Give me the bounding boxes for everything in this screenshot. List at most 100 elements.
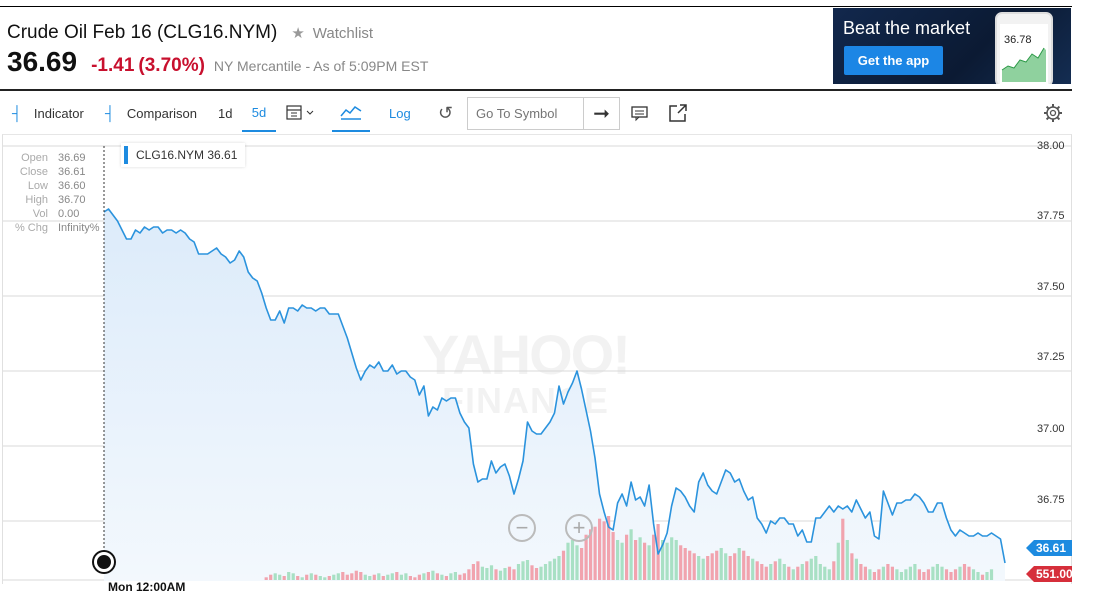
volume-bar [336,573,340,580]
undo-icon[interactable]: ↺ [438,102,454,123]
series-legend[interactable]: CLG16.NYM 36.61 [121,143,246,167]
watchlist-label: Watchlist [312,24,374,42]
comment-button[interactable] [630,94,650,132]
volume-bar [922,572,926,580]
volume-bar [305,574,309,580]
volume-bar [751,558,755,580]
volume-bar [570,540,575,580]
volume-bar [377,573,381,580]
ohlc-close: Close 36.61 [19,166,86,178]
volume-bar [453,572,457,580]
ad-title: Beat the market [843,18,971,38]
volume-bar [877,569,881,580]
volume-bar [787,566,791,580]
volume-bar [917,569,921,580]
settings-button[interactable] [1043,94,1063,132]
volume-bar [890,566,894,580]
zoom-in-button[interactable]: + [565,514,593,542]
plus-icon: ┤ [12,105,22,121]
indicator-button[interactable]: ┤ Indicator [12,94,84,132]
y-tick-label: 37.50 [1037,281,1065,293]
log-scale-button[interactable]: Log [389,105,411,121]
volume-bar [760,564,764,580]
volume-bar [913,564,917,580]
volume-bar [525,560,530,580]
price-row: 36.69 -1.41 (3.70%) NY Mercantile - As o… [7,46,428,78]
volume-bar [300,577,304,580]
volume-bar [949,572,953,580]
y-tick-label: 37.75 [1037,210,1065,222]
volume-bar [931,566,935,580]
volume-bar [881,566,885,580]
volume-bar [489,565,494,580]
share-button[interactable] [668,94,688,132]
volume-bar [674,540,678,580]
volume-bar [962,564,967,580]
legend-text: CLG16.NYM 36.61 [136,148,238,162]
volume-bar [701,558,705,580]
plus-icon: ┤ [105,105,115,121]
volume-bar [287,572,291,580]
volume-bar [908,566,912,580]
volume-bar [589,529,593,580]
volume-bar [688,550,692,580]
chart-toolbar: ┤ Indicator ┤ Comparison 1d 5d Log ↺ [0,94,1072,134]
comparison-label: Comparison [126,105,198,121]
volume-bar [958,566,962,580]
volume-bar [764,566,768,580]
range-5d-button[interactable]: 5d [242,94,276,132]
calendar-button[interactable] [286,94,316,132]
chart-area[interactable]: YAHOO! FINANCE Open 36.69 Close 36.61 Low 3… [0,134,1072,614]
app-ad-banner[interactable]: Beat the market Get the app 36.78 [833,8,1071,84]
volume-bar [629,529,633,580]
volume-bar [742,550,746,580]
volume-bar [697,556,701,580]
volume-bar [435,573,439,580]
volume-bar [796,566,800,580]
volume-bar [935,564,939,580]
comparison-button[interactable]: ┤ Comparison [105,94,197,132]
volume-bar [417,574,421,580]
volume-bar [354,570,358,580]
chart-type-button[interactable] [332,94,370,132]
volume-bar [327,576,331,580]
volume-bar [561,550,566,580]
volume-bar [634,540,638,580]
volume-bar [724,553,728,580]
ohlc-panel: Open 36.69 Close 36.61 Low 36.60 High 36.70 … [8,151,100,235]
last-volume-tag: 551.00 [1026,566,1072,582]
go-to-symbol-input[interactable] [468,98,584,129]
volume-bar [552,558,557,580]
volume-bar [854,558,858,580]
volume-bar [814,556,818,580]
volume-bar [643,542,647,580]
volume-bar [620,542,624,580]
crosshair-handle[interactable] [94,552,114,572]
zoom-out-button[interactable]: − [508,514,536,542]
volume-bar [566,542,570,580]
quote-title: Crude Oil Feb 16 (CLG16.NYM) [7,22,278,43]
range-1d-button[interactable]: 1d [218,105,233,121]
x-tick-label: Mon 12:00AM [108,580,186,594]
last-price: 36.69 [7,46,78,77]
volume-bar [426,572,430,580]
volume-bar [665,542,669,580]
volume-bar [314,574,318,580]
volume-bar [728,556,732,580]
volume-bar [539,566,543,580]
volume-bar [318,576,322,580]
volume-bar [408,576,412,580]
volume-bar [507,566,512,580]
volume-bar [944,569,949,580]
volume-bar [607,516,611,580]
arrow-right-icon[interactable]: ➞ [593,103,610,125]
ohlc-open: Open 36.69 [21,152,86,164]
volume-bar [661,540,665,580]
volume-bar [467,569,471,580]
watchlist-button[interactable]: ★ Watchlist [291,24,374,43]
message-icon [631,106,648,122]
volume-bar [679,545,683,580]
volume-bar [971,569,976,580]
series-color-swatch [124,146,128,164]
get-app-button[interactable]: Get the app [844,46,943,75]
